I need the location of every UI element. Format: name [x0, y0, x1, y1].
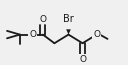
Text: O: O [39, 15, 46, 24]
Text: O: O [93, 30, 100, 39]
Polygon shape [66, 29, 71, 35]
Text: Br: Br [63, 14, 74, 24]
Text: O: O [79, 55, 86, 64]
Text: O: O [29, 30, 36, 39]
